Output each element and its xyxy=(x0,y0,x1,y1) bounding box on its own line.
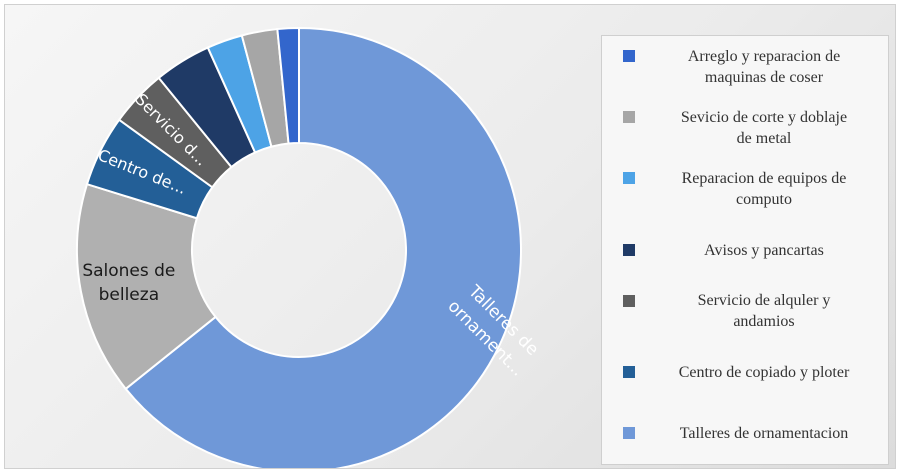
legend-label-line: Avisos y pancartas xyxy=(704,241,824,259)
legend-label: Talleres de ornamentacion xyxy=(644,423,884,444)
legend-item: Avisos y pancartas xyxy=(602,240,888,261)
legend-swatch xyxy=(623,244,635,256)
legend-label-line: maquinas de coser xyxy=(704,68,824,86)
legend-label-line: Arreglo y reparacion de xyxy=(687,47,841,65)
legend-item: Reparacion de equipos de computo xyxy=(602,168,888,210)
legend-label: Avisos y pancartas xyxy=(644,240,884,261)
legend-label-line: Sevicio de corte y doblaje xyxy=(680,108,848,126)
legend-swatch xyxy=(623,427,635,440)
legend-label: Servicio de alquler y andamios xyxy=(644,290,884,332)
legend-item: Sevicio de corte y doblaje de metal xyxy=(602,107,888,149)
legend: Arreglo y reparacion de maquinas de coser… xyxy=(601,35,889,465)
legend-label-line: Talleres de ornamentacion xyxy=(679,424,849,442)
legend-label: Sevicio de corte y doblaje de metal xyxy=(644,107,884,149)
legend-item: Arreglo y reparacion de maquinas de coser xyxy=(602,46,888,88)
donut-slice-2 xyxy=(76,182,217,391)
legend-label-line: computo xyxy=(736,190,792,208)
slice-label-2: Salones de belleza xyxy=(82,261,175,305)
legend-swatch xyxy=(623,366,635,379)
legend-item: Talleres de ornamentacion xyxy=(602,423,888,444)
legend-item: Centro de copiado y ploter xyxy=(602,362,888,383)
legend-swatch xyxy=(623,111,635,124)
legend-label-line: Centro de copiado y ploter xyxy=(678,363,850,381)
donut-chart: Talleres deornament...Salones de bellezaC… xyxy=(76,26,542,468)
legend-item: Servicio de alquler y andamios xyxy=(602,290,888,332)
chart-frame: Talleres deornament... Salones de belleza C… xyxy=(4,4,896,469)
legend-label: Reparacion de equipos de computo xyxy=(644,168,884,210)
legend-label-line: andamios xyxy=(733,313,795,331)
donut-slice-8 xyxy=(276,26,300,145)
legend-label: Arreglo y reparacion de maquinas de coser xyxy=(644,46,884,88)
legend-swatch xyxy=(623,172,635,185)
legend-label: Centro de copiado y ploter xyxy=(644,362,884,383)
donut-slice-1 xyxy=(124,26,522,468)
legend-label-line: de metal xyxy=(736,129,792,147)
legend-swatch xyxy=(623,50,635,63)
legend-label-line: Servicio de alquler y xyxy=(697,292,831,310)
legend-swatch xyxy=(623,294,635,307)
legend-label-line: Reparacion de equipos de xyxy=(681,169,847,187)
